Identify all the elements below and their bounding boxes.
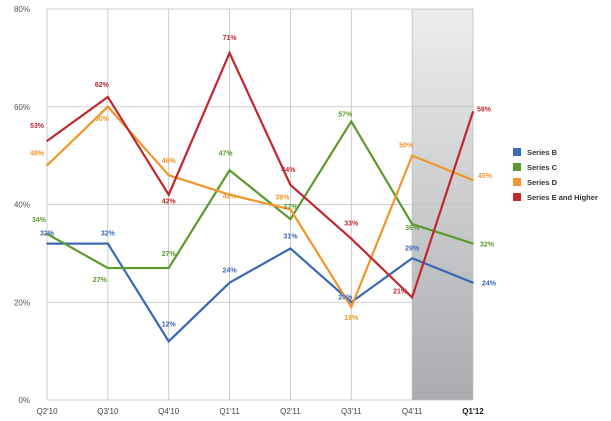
data-point: [107, 105, 109, 108]
data-label: 12%: [162, 321, 177, 328]
legend-label: Series D: [527, 178, 558, 187]
series-line: [46, 50, 475, 300]
data-point: [107, 96, 109, 98]
data-label: 36%: [405, 225, 420, 232]
data-label: 32%: [40, 231, 55, 238]
data-label: 48%: [30, 150, 45, 157]
data-point: [46, 164, 48, 167]
data-point: [167, 193, 170, 196]
series-line: [47, 242, 474, 344]
data-label: 21%: [393, 288, 408, 295]
legend-swatch: [513, 163, 521, 171]
data-point: [411, 257, 413, 260]
data-point: [46, 242, 48, 245]
data-point: [46, 233, 48, 235]
x-tick-label: Q4'11: [402, 407, 423, 416]
data-label: 24%: [482, 281, 497, 288]
data-label: 71%: [223, 35, 238, 42]
data-point: [350, 301, 353, 304]
legend-swatch: [513, 148, 521, 156]
data-point: [228, 169, 231, 172]
data-label: 20%: [338, 294, 353, 301]
y-tick-label: 80%: [14, 5, 30, 14]
data-label: 46%: [162, 158, 177, 165]
data-label: 62%: [95, 82, 110, 89]
legend-swatch: [513, 193, 521, 201]
data-point: [472, 281, 474, 284]
data-label: 50%: [399, 143, 414, 150]
data-point: [289, 247, 292, 250]
data-point: [167, 340, 170, 343]
data-label: 31%: [283, 233, 298, 240]
x-tick-label: Q1'12: [462, 407, 484, 416]
data-label: 33%: [344, 221, 359, 228]
x-tick-label: Q2'11: [280, 407, 301, 416]
legend-swatch: [513, 178, 521, 186]
y-tick-label: 60%: [14, 103, 30, 112]
data-point: [228, 281, 231, 284]
legend-label: Series C: [527, 163, 558, 172]
series-line: [46, 105, 474, 310]
data-point: [472, 179, 474, 181]
data-label: 27%: [162, 251, 177, 258]
data-label: 57%: [338, 111, 353, 118]
x-tick-label: Q1'11: [219, 407, 240, 416]
data-point: [350, 120, 353, 123]
data-label: 39%: [275, 194, 290, 201]
data-label: 42%: [223, 194, 238, 201]
data-point: [411, 296, 413, 299]
data-label: 42%: [162, 199, 177, 206]
y-tick-label: 20%: [14, 298, 30, 307]
x-tick-label: Q2'10: [36, 407, 58, 416]
data-point: [46, 140, 48, 142]
data-point: [350, 306, 353, 308]
y-tick-label: 40%: [14, 201, 30, 210]
data-point: [167, 267, 170, 269]
y-tick-label: 0%: [18, 396, 30, 405]
data-point: [167, 174, 170, 176]
data-point: [289, 184, 292, 186]
data-label: 27%: [93, 277, 108, 284]
data-point: [228, 193, 231, 196]
x-tick-label: Q4'10: [158, 407, 180, 416]
data-label: 32%: [101, 231, 116, 238]
series-line: [46, 119, 474, 270]
data-label: 19%: [344, 315, 359, 322]
data-point: [350, 237, 353, 240]
data-label: 47%: [219, 150, 234, 157]
data-point: [411, 223, 413, 225]
data-point: [107, 242, 109, 245]
legend-label: Series E and Higher: [527, 193, 598, 202]
data-label: 24%: [223, 268, 238, 275]
data-point: [289, 208, 292, 211]
data-label: 59%: [477, 107, 492, 114]
data-label: 29%: [405, 245, 420, 252]
data-point: [107, 267, 109, 269]
data-label: 45%: [478, 173, 493, 180]
data-point: [228, 52, 231, 54]
x-tick-label: Q3'10: [97, 407, 119, 416]
data-point: [472, 110, 474, 113]
data-label: 32%: [480, 242, 495, 249]
legend-label: Series B: [527, 148, 558, 157]
x-tick-label: Q3'11: [341, 407, 362, 416]
data-point: [472, 242, 474, 245]
data-label: 44%: [281, 167, 296, 174]
data-label: 60%: [95, 116, 110, 123]
data-label: 53%: [30, 123, 45, 130]
data-point: [289, 218, 292, 220]
data-point: [411, 154, 413, 157]
data-label: 37%: [283, 204, 298, 211]
data-label: 34%: [32, 217, 47, 224]
